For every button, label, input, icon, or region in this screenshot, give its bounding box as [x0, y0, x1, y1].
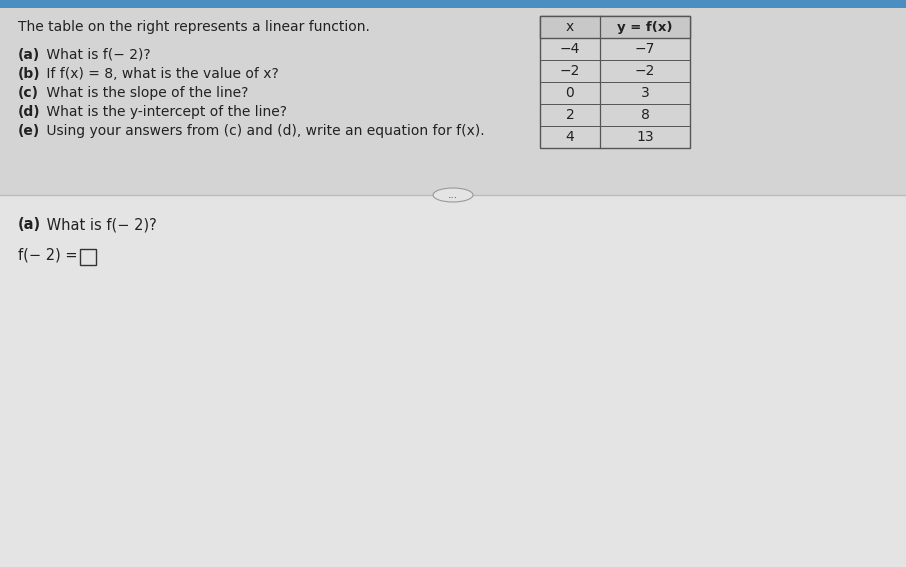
Bar — [0, 0, 906, 8]
Text: −2: −2 — [635, 64, 655, 78]
Text: The table on the right represents a linear function.: The table on the right represents a line… — [18, 20, 370, 34]
Text: (c): (c) — [18, 86, 39, 100]
Text: What is the y-intercept of the line?: What is the y-intercept of the line? — [42, 105, 287, 119]
Text: x: x — [566, 20, 574, 34]
Text: (e): (e) — [18, 124, 40, 138]
Bar — [0, 195, 906, 567]
Text: 0: 0 — [565, 86, 574, 100]
Text: (a): (a) — [18, 217, 41, 232]
Text: 4: 4 — [565, 130, 574, 144]
Text: f(− 2) =: f(− 2) = — [18, 247, 78, 262]
Text: ...: ... — [448, 190, 458, 200]
Text: What is f(− 2)?: What is f(− 2)? — [42, 48, 150, 62]
Text: −2: −2 — [560, 64, 580, 78]
Text: 3: 3 — [641, 86, 650, 100]
Bar — [0, 8, 906, 195]
Bar — [540, 16, 690, 38]
Text: −4: −4 — [560, 42, 580, 56]
Bar — [80, 249, 96, 265]
Text: 2: 2 — [565, 108, 574, 122]
Ellipse shape — [433, 188, 473, 202]
Text: (b): (b) — [18, 67, 41, 81]
Text: Using your answers from (c) and (d), write an equation for f(x).: Using your answers from (c) and (d), wri… — [42, 124, 485, 138]
Text: If f(x) = 8, what is the value of x?: If f(x) = 8, what is the value of x? — [42, 67, 279, 81]
Text: 13: 13 — [636, 130, 654, 144]
Text: (a): (a) — [18, 48, 40, 62]
Text: y = f(x): y = f(x) — [617, 20, 673, 33]
Text: What is the slope of the line?: What is the slope of the line? — [42, 86, 248, 100]
Text: 8: 8 — [641, 108, 650, 122]
Bar — [540, 16, 690, 148]
Text: (d): (d) — [18, 105, 41, 119]
Text: What is f(− 2)?: What is f(− 2)? — [42, 217, 157, 232]
Text: −7: −7 — [635, 42, 655, 56]
